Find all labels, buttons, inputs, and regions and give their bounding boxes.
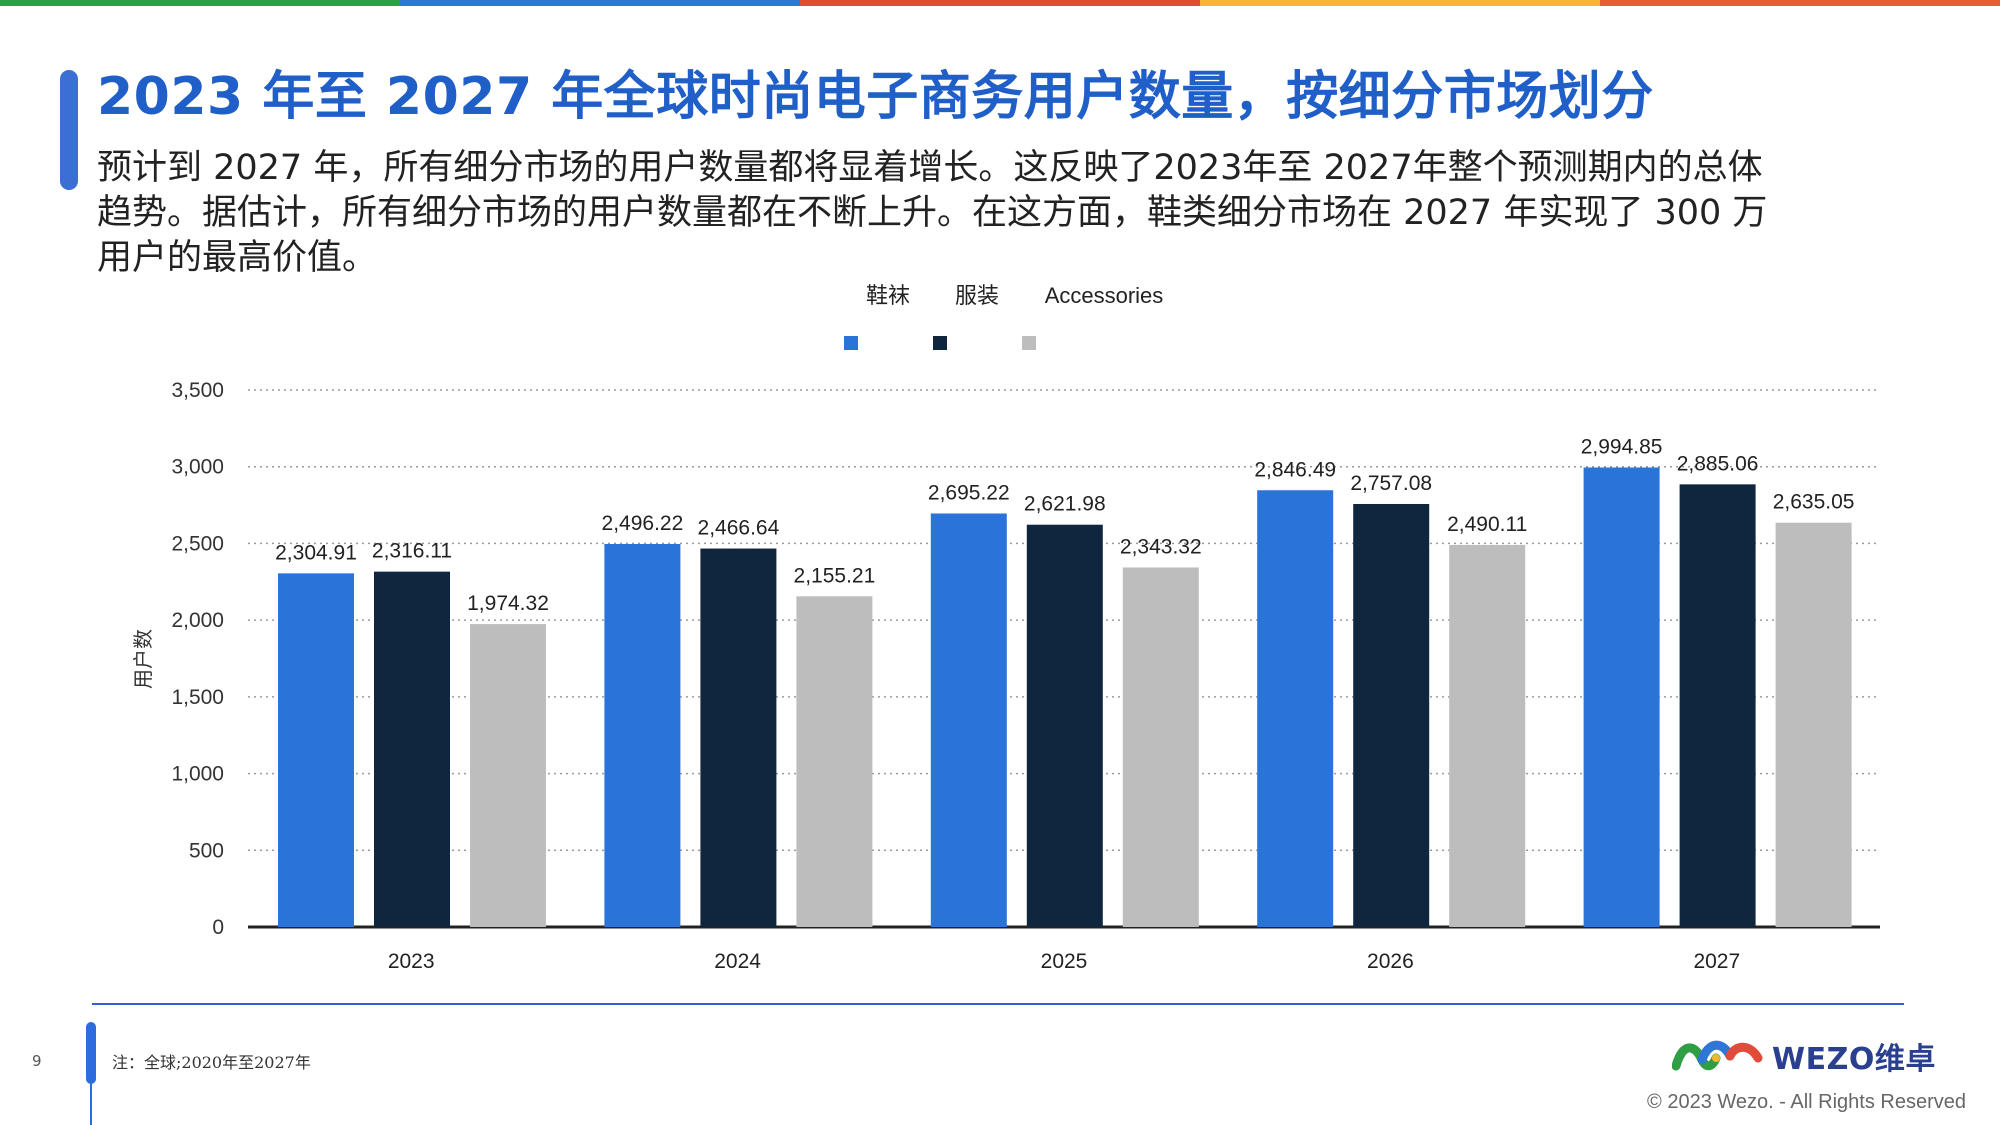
legend-swatch	[844, 336, 858, 350]
bar	[700, 548, 777, 927]
y-tick-label: 3,500	[171, 379, 224, 402]
x-tick-label: 2027	[1693, 950, 1740, 973]
y-tick-label: 1,000	[171, 763, 224, 786]
data-label: 2,621.98	[1024, 493, 1106, 516]
wezo-logo-mark	[1672, 1040, 1763, 1071]
y-tick-label: 1,500	[171, 686, 224, 709]
bar	[1026, 524, 1103, 927]
footer-divider	[92, 1003, 1904, 1005]
bar	[374, 571, 450, 927]
top-bar-segment	[800, 0, 1200, 6]
copyright-text: © 2023 Wezo. - All Rights Reserved	[1647, 1091, 1966, 1113]
legend-label: 服装	[955, 284, 999, 309]
y-tick-label: 3,000	[171, 456, 224, 479]
legend-label: 鞋袜	[866, 284, 910, 309]
data-label: 2,343.32	[1120, 535, 1202, 558]
data-label: 1,974.32	[467, 592, 549, 615]
note-accent-bar	[86, 1022, 96, 1084]
note-accent-line	[90, 1080, 92, 1125]
top-color-bar	[0, 0, 2000, 6]
data-label: 2,316.11	[372, 540, 452, 563]
data-label: 2,635.05	[1773, 491, 1855, 514]
legend-label: Accessories	[1045, 283, 1164, 308]
bar-chart: 0 500 1,000 1,500 2,000 2,500 3,000 3,500 用户数 2,3…	[131, 283, 1880, 973]
y-axis-title: 用户数	[131, 629, 155, 689]
page-description: 预计到 2027 年，所有细分市场的用户数量都将显着增长。这反映了2023年至 …	[97, 148, 1768, 278]
bar	[1775, 522, 1852, 927]
top-bar-segment	[400, 0, 800, 6]
bar	[604, 544, 681, 927]
x-tick-label: 2025	[1041, 950, 1088, 973]
data-label: 2,496.22	[602, 512, 684, 535]
y-tick-label: 2,000	[171, 609, 224, 632]
bar	[278, 573, 354, 927]
data-label: 2,490.11	[1447, 513, 1527, 536]
x-tick-label: 2024	[714, 950, 761, 973]
bar	[1679, 484, 1756, 927]
title-accent-bar	[60, 70, 78, 190]
data-label: 2,885.06	[1677, 452, 1759, 475]
bar	[796, 596, 873, 927]
bar	[1583, 467, 1660, 927]
page-number: 9	[32, 1052, 42, 1070]
x-tick-label: 2026	[1367, 950, 1414, 973]
bar	[1257, 490, 1334, 927]
x-tick-label: 2023	[388, 950, 435, 973]
source-note: 注：全球;2020年至2027年	[112, 1053, 311, 1072]
y-tick-label: 2,500	[171, 532, 224, 555]
bar	[1353, 503, 1430, 927]
legend-swatch	[1022, 336, 1036, 350]
bar	[470, 624, 546, 927]
legend-swatch	[933, 336, 947, 350]
data-label: 2,466.64	[698, 517, 780, 540]
data-label: 2,695.22	[928, 481, 1010, 504]
y-tick-label: 500	[189, 839, 224, 862]
bar	[1449, 544, 1526, 927]
wezo-logo: WEZO维卓	[1672, 1034, 1936, 1078]
bar	[930, 513, 1007, 927]
page-title: 2023 年至 2027 年全球时尚电子商务用户数量，按细分市场划分	[97, 67, 1654, 127]
top-bar-segment	[0, 0, 400, 6]
data-label: 2,994.85	[1581, 436, 1663, 459]
logo-text: WEZO维卓	[1772, 1042, 1936, 1077]
top-bar-segment	[1600, 0, 2000, 6]
data-label: 2,155.21	[794, 564, 876, 587]
top-bar-segment	[1200, 0, 1600, 6]
bar	[1122, 567, 1199, 927]
data-label: 2,757.08	[1350, 472, 1432, 495]
y-tick-label: 0	[212, 916, 224, 939]
data-label: 2,846.49	[1254, 458, 1336, 481]
data-label: 2,304.91	[275, 541, 357, 564]
